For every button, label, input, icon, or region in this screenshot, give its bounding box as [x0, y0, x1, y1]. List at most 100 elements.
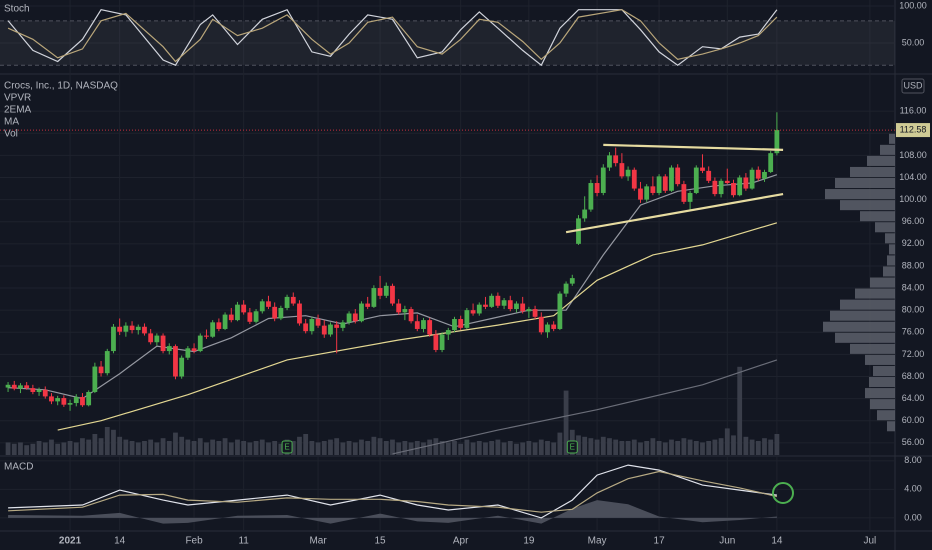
volume-bar: [197, 438, 203, 455]
x-tick-label: 14: [771, 536, 783, 547]
volume-profile-bar: [889, 244, 895, 255]
candle-body: [594, 183, 600, 193]
candle-body: [241, 304, 247, 313]
candle-body: [259, 301, 265, 312]
volume-bar: [613, 439, 619, 455]
candle-body: [644, 186, 650, 200]
volume-bar: [489, 441, 495, 455]
volume-bar: [241, 441, 247, 455]
candle-body: [67, 403, 73, 405]
volume-bar: [49, 439, 54, 455]
volume-bar: [594, 439, 600, 455]
volume-bar: [669, 439, 674, 455]
volume-bar: [563, 390, 569, 455]
volume-bar: [383, 441, 389, 455]
volume-bar: [377, 438, 383, 455]
volume-bar: [117, 436, 123, 455]
candle-body: [55, 398, 61, 402]
stoch-title: Stoch: [4, 4, 30, 15]
volume-profile-bar: [887, 421, 895, 432]
trendline: [603, 143, 784, 151]
x-tick-label: May: [588, 536, 607, 547]
candle-body: [204, 335, 209, 337]
volume-bar: [340, 442, 346, 455]
volume-bar: [290, 441, 296, 455]
candle-body: [321, 325, 327, 335]
candle-body: [24, 385, 30, 389]
candle-body: [166, 346, 172, 352]
candle-body: [483, 304, 488, 307]
candle-body: [30, 388, 36, 392]
candle-body: [142, 326, 147, 334]
volume-bar: [216, 441, 222, 455]
candle-body: [104, 351, 110, 374]
volume-profile-bar: [875, 222, 895, 233]
volume-profile-bar: [835, 178, 895, 189]
volume-bar: [18, 442, 23, 455]
volume-bar: [142, 441, 147, 455]
volume-profile-bar: [877, 410, 895, 421]
volume-bar: [507, 441, 513, 455]
event-label: E: [570, 443, 575, 452]
candle-body: [334, 324, 340, 328]
candle-body: [272, 306, 278, 319]
volume-bar: [582, 436, 588, 455]
candle-body: [520, 303, 526, 312]
event-label: E: [284, 443, 289, 452]
event-marker: [566, 440, 578, 454]
highlight-circle: [772, 482, 794, 504]
candle-body: [495, 295, 501, 306]
volume-bar: [470, 442, 476, 455]
volume-bar: [408, 442, 414, 455]
volume-bar: [458, 443, 464, 455]
indicator-line: [7, 9, 778, 63]
candle-body: [619, 163, 625, 177]
candle-body: [439, 334, 445, 350]
volume-bar: [160, 438, 166, 455]
volume-profile-bar: [850, 166, 895, 178]
volume-profile-bar: [835, 332, 895, 343]
volume-bar: [520, 442, 526, 455]
candle-body: [160, 335, 166, 352]
volume-profile-bar: [885, 233, 895, 244]
volume-bar: [551, 442, 557, 455]
volume-profile-bar: [889, 133, 895, 144]
candle-body: [743, 177, 749, 189]
x-tick-label: 15: [375, 536, 387, 547]
volume-bar: [501, 442, 507, 455]
candle-body: [712, 180, 718, 195]
volume-bar: [545, 441, 550, 455]
x-tick-label: 17: [654, 536, 666, 547]
candle-body: [600, 167, 606, 193]
candle-body: [458, 319, 464, 328]
candle-body: [507, 300, 513, 310]
candle-body: [346, 313, 352, 323]
candle-body: [210, 322, 216, 337]
volume-profile-bar: [873, 365, 895, 377]
candle-body: [123, 325, 129, 332]
volume-bar: [129, 441, 135, 455]
candle-body: [278, 307, 284, 319]
volume-bar: [576, 435, 581, 455]
volume-bar: [371, 436, 377, 455]
volume-bar: [309, 441, 315, 455]
candle-body: [452, 319, 457, 331]
y-tick-label: 56.00: [902, 437, 925, 447]
x-tick-label: Jul: [863, 536, 876, 547]
volume-bar: [656, 441, 662, 455]
volume-profile-bar: [870, 277, 895, 288]
volume-bar: [235, 439, 240, 455]
candle-body: [687, 192, 693, 202]
candle-body: [185, 348, 191, 358]
candle-body: [514, 303, 519, 310]
volume-bar: [631, 439, 637, 455]
candle-body: [402, 309, 408, 313]
candle-body: [383, 285, 389, 296]
volume-bar: [259, 439, 265, 455]
volume-bar: [762, 438, 767, 455]
y-tick-label: 84.00: [902, 282, 925, 292]
y-tick-label: 64.00: [902, 393, 925, 403]
volume-bar: [315, 442, 321, 455]
